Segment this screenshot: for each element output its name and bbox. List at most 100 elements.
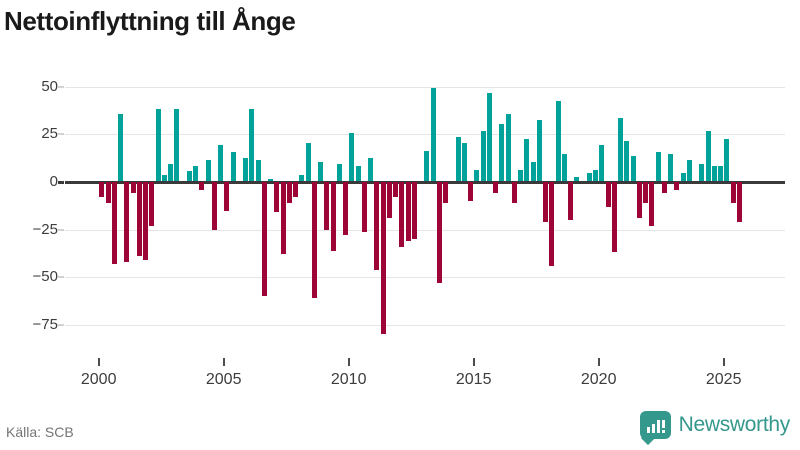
bar-negative: [605, 182, 611, 207]
bar-positive: [243, 158, 249, 181]
bar-positive: [718, 165, 724, 181]
y-tick: [58, 276, 64, 279]
bar-positive: [480, 131, 486, 181]
x-tick-label: 2000: [80, 371, 117, 388]
x-tick-label: 2025: [705, 371, 742, 388]
brand-logo: Newsworthy: [639, 411, 790, 446]
bar-negative: [380, 182, 386, 335]
bar-chart-speech-bubble-icon: [639, 411, 671, 446]
bar-positive: [524, 139, 530, 181]
bar-positive: [174, 108, 180, 181]
source-label: Källa: SCB: [6, 424, 74, 440]
y-tick-label: 0: [49, 173, 58, 190]
bar-negative: [143, 182, 149, 261]
bar-positive: [680, 173, 686, 181]
bar-positive: [368, 158, 374, 181]
y-tick-label: −25: [32, 220, 58, 238]
bar-positive: [218, 144, 224, 181]
bar-negative: [124, 182, 130, 262]
bar-positive: [630, 156, 636, 181]
x-tick-label: 2015: [455, 371, 492, 388]
bar-positive: [168, 163, 174, 181]
bar-positive: [305, 142, 311, 181]
x-tick-label: 2010: [330, 371, 367, 388]
bar-negative: [611, 182, 617, 253]
bar-positive: [586, 173, 592, 181]
gridline: [65, 277, 785, 279]
bar-negative: [543, 182, 549, 222]
bar-positive: [561, 154, 567, 181]
bar-negative: [674, 182, 680, 190]
bar-positive: [705, 131, 711, 181]
x-tick: [472, 358, 475, 366]
bar-positive: [186, 171, 192, 181]
y-tick: [58, 323, 64, 326]
chart-title: Nettoinflyttning till Ånge: [4, 6, 296, 36]
x-tick: [597, 358, 600, 366]
bar-negative: [436, 182, 442, 283]
bar-positive: [530, 161, 536, 181]
bar-positive: [205, 160, 211, 181]
bar-negative: [136, 182, 142, 257]
y-tick: [58, 180, 64, 184]
y-tick-label: 25: [41, 125, 58, 143]
bar-negative: [649, 182, 655, 226]
bar-negative: [443, 182, 449, 203]
bar-negative: [643, 182, 649, 203]
bar-negative: [361, 182, 367, 232]
bar-negative: [661, 182, 667, 194]
bar-negative: [374, 182, 380, 270]
bar-negative: [224, 182, 230, 211]
y-tick: [58, 228, 64, 231]
bar-negative: [386, 182, 392, 219]
x-tick: [97, 358, 100, 366]
bar-positive: [555, 100, 561, 181]
bar-negative: [568, 182, 574, 221]
bar-positive: [505, 114, 511, 181]
y-tick-label: −75: [32, 315, 58, 333]
bar-negative: [468, 182, 474, 202]
bar-negative: [324, 182, 330, 230]
bar-positive: [574, 177, 580, 181]
bar-positive: [336, 163, 342, 181]
bar-negative: [330, 182, 336, 251]
bar-negative: [130, 182, 136, 194]
bar-negative: [99, 182, 105, 198]
bar-positive: [299, 175, 305, 181]
bar-positive: [161, 175, 167, 181]
bar-negative: [736, 182, 742, 222]
bar-negative: [199, 182, 205, 190]
gridline: [65, 324, 785, 326]
bar-negative: [311, 182, 317, 299]
bar-negative: [411, 182, 417, 240]
bar-negative: [393, 182, 399, 198]
bar-negative: [105, 182, 111, 203]
gridline: [65, 134, 785, 136]
bar-negative: [730, 182, 736, 203]
bar-positive: [255, 160, 261, 181]
bar-negative: [211, 182, 217, 230]
y-tick: [58, 85, 64, 88]
bar-positive: [318, 161, 324, 181]
bar-positive: [486, 93, 492, 181]
bar-positive: [686, 160, 692, 181]
bar-positive: [155, 108, 161, 181]
bar-negative: [405, 182, 411, 242]
bar-positive: [249, 108, 255, 181]
zero-axis-line: [65, 180, 785, 184]
bar-positive: [461, 142, 467, 181]
bar-positive: [118, 114, 124, 181]
bar-positive: [655, 152, 661, 181]
bar-negative: [511, 182, 517, 203]
bar-positive: [230, 152, 236, 181]
bar-positive: [474, 169, 480, 181]
gridline: [65, 86, 785, 88]
bar-positive: [349, 133, 355, 181]
bar-positive: [268, 179, 274, 181]
bar-positive: [699, 163, 705, 181]
bar-negative: [274, 182, 280, 213]
bar-positive: [355, 165, 361, 181]
x-tick: [347, 358, 350, 366]
bar-negative: [399, 182, 405, 247]
